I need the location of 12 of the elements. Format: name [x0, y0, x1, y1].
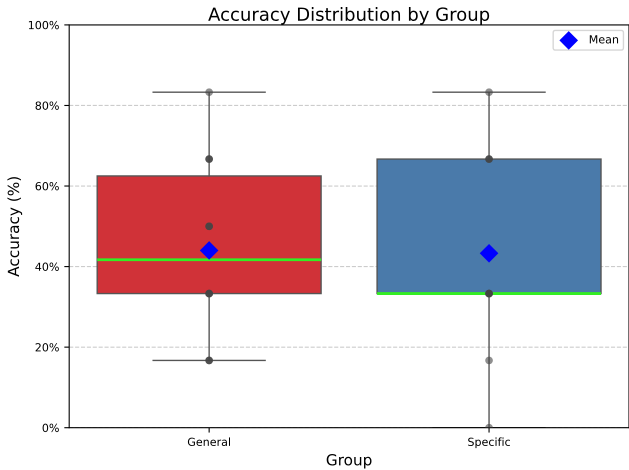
y-tick-label: 100% — [28, 20, 59, 30]
x-tick-label: Specific — [468, 437, 510, 448]
y-tick-label: 60% — [36, 182, 59, 190]
x-tick-label: General — [188, 437, 230, 446]
chart-title: Accuracy Distribution by Group — [208, 7, 490, 24]
y-axis-title: Accuracy (%) — [7, 177, 22, 277]
y-tick-label: 80% — [36, 101, 59, 110]
y-tick-label: 40% — [35, 262, 59, 271]
legend-label: Mean — [590, 35, 618, 44]
y-tick-label: 0% — [42, 424, 59, 432]
y-tick-label: 20% — [36, 343, 59, 352]
x-axis-title: Group — [326, 454, 372, 469]
